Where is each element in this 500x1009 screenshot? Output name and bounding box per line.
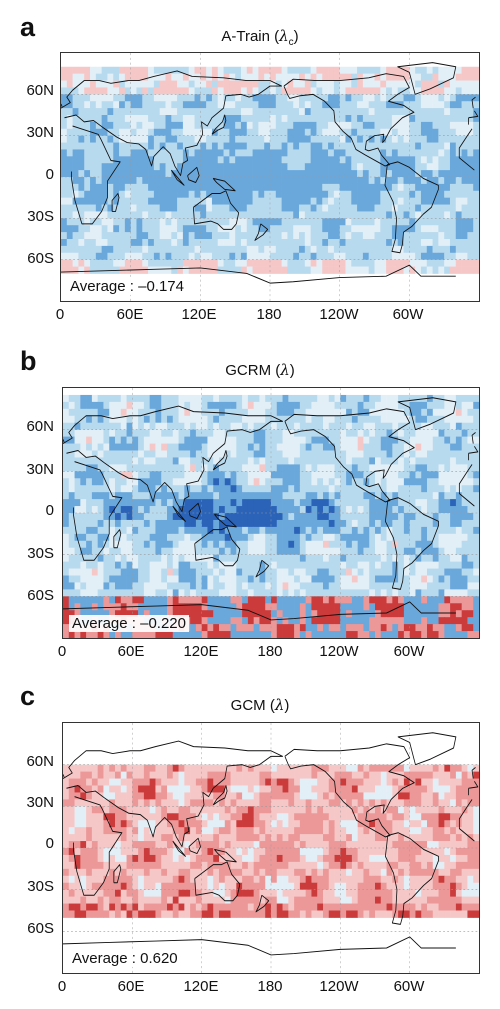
lon-label: 60W bbox=[393, 643, 425, 660]
lat-label: 60N bbox=[26, 82, 54, 99]
lon-label: 0 bbox=[57, 978, 67, 995]
map-field-gcrm bbox=[63, 388, 479, 638]
lon-label: 180 bbox=[257, 978, 283, 995]
lon-label: 120W bbox=[319, 643, 359, 660]
average-label: Average : –0.220 bbox=[69, 615, 189, 632]
lon-label: 0 bbox=[57, 643, 67, 660]
lon-label: 180 bbox=[256, 306, 282, 323]
lon-label: 120E bbox=[183, 978, 219, 995]
panel-title: GCRM (λ) bbox=[225, 361, 295, 379]
panel-title: A-Train (λc) bbox=[221, 27, 299, 48]
lon-label: 120E bbox=[181, 306, 217, 323]
field-cells bbox=[61, 66, 479, 274]
lat-label: 0 bbox=[45, 835, 54, 852]
lon-label: 120W bbox=[319, 978, 359, 995]
panel-c: c GCM (λ) Average : 0.620 60N 30N 0 30S … bbox=[0, 672, 500, 1009]
field-cells bbox=[63, 394, 479, 638]
lat-label: 0 bbox=[45, 502, 54, 519]
panel-letter: a bbox=[20, 12, 36, 42]
lat-label: 60N bbox=[26, 418, 54, 435]
lat-label: 60N bbox=[26, 753, 54, 770]
map-gcrm: Average : –0.220 bbox=[62, 387, 480, 639]
lon-label: 60E bbox=[116, 306, 144, 323]
lat-label: 60S bbox=[27, 920, 54, 937]
lat-label: 60S bbox=[27, 250, 54, 267]
lon-label: 0 bbox=[55, 306, 65, 323]
lat-label: 0 bbox=[45, 166, 54, 183]
lat-label: 30N bbox=[26, 794, 54, 811]
map-atrain: Average : –0.174 bbox=[60, 52, 480, 302]
graticule bbox=[63, 723, 479, 973]
panel-letter: b bbox=[20, 346, 37, 376]
map-gcm: Average : 0.620 bbox=[62, 722, 480, 974]
panel-letter: c bbox=[20, 681, 36, 711]
panel-b: b GCRM (λ) Average : –0.220 60N 30N 0 30… bbox=[0, 337, 500, 672]
graticule bbox=[61, 53, 479, 301]
map-field-gcm bbox=[63, 723, 479, 973]
map-field-atrain bbox=[61, 53, 479, 301]
lon-label: 180 bbox=[257, 643, 283, 660]
lat-label: 30N bbox=[26, 461, 54, 478]
lat-label: 60S bbox=[27, 587, 54, 604]
lon-label: 60E bbox=[117, 643, 145, 660]
panel-title: GCM (λ) bbox=[230, 696, 290, 714]
lon-label: 120E bbox=[183, 643, 219, 660]
coastlines bbox=[63, 732, 479, 956]
lat-label: 30N bbox=[26, 124, 54, 141]
lon-label: 60W bbox=[393, 978, 425, 995]
graticule bbox=[63, 388, 479, 638]
lat-label: 30S bbox=[27, 545, 54, 562]
lat-label: 30S bbox=[27, 208, 54, 225]
coastlines bbox=[63, 397, 479, 621]
lon-label: 60E bbox=[117, 978, 145, 995]
lon-label: 60W bbox=[392, 306, 424, 323]
average-label: Average : 0.620 bbox=[69, 950, 181, 967]
lon-label: 120W bbox=[319, 306, 359, 323]
average-label: Average : –0.174 bbox=[67, 278, 187, 295]
panel-a: a A-Train (λc) Average : –0.174 60N 30N … bbox=[0, 0, 500, 335]
coastlines bbox=[61, 62, 479, 284]
field-cells bbox=[63, 764, 479, 918]
lat-label: 30S bbox=[27, 878, 54, 895]
